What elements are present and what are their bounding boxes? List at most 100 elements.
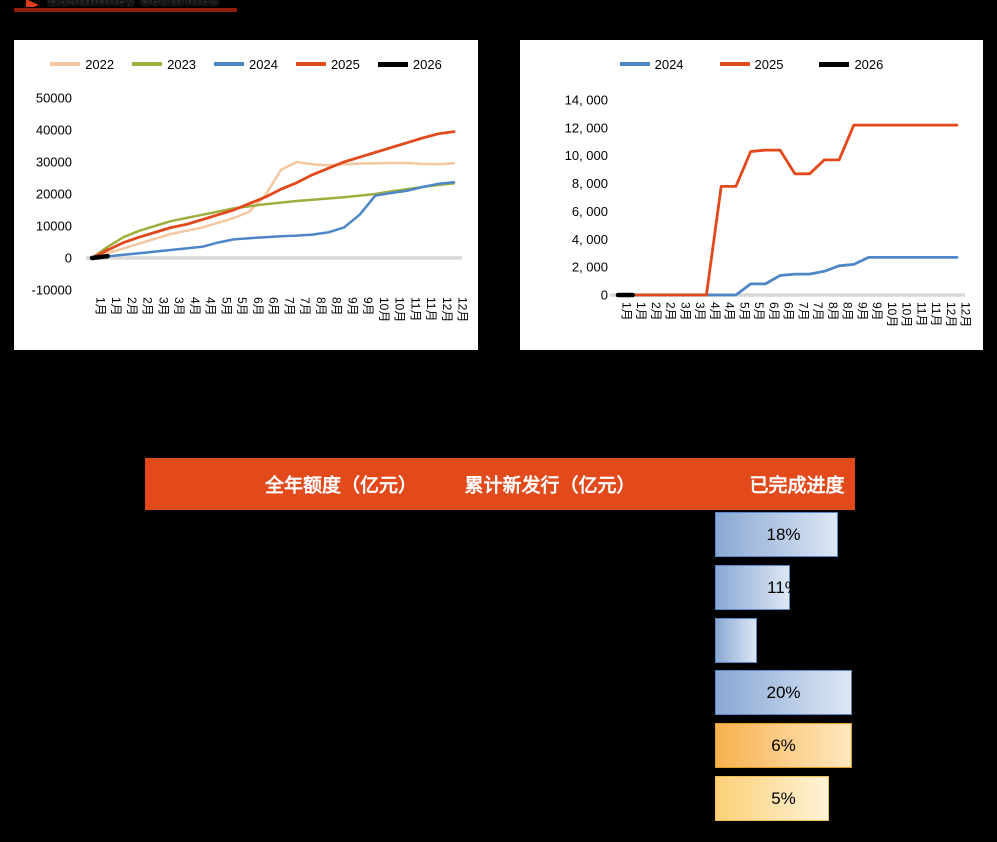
progress-label: 5% [771, 788, 796, 808]
chart-panel-step-issuance: 14, 000 12, 000 10, 000 8, 000 6, 000 4, 000 2… [520, 40, 983, 350]
series-line-2022 [90, 160, 456, 260]
x-tick-label: 2月 [125, 297, 139, 316]
legend-label-2025: 2025 [754, 56, 784, 72]
table-header: 全年额度（亿元） 累计新发行（亿元） 已完成进度 [145, 458, 855, 510]
brand-logo-row: Eastmoney Securities [26, 0, 218, 7]
x-tick-label: 4月 [708, 302, 722, 321]
x-tick-label: 7月 [796, 302, 810, 321]
y-tick-label: 40000 [36, 123, 72, 138]
x-tick-label: 1月 [634, 302, 648, 321]
brand-logo-clip: Eastmoney Securities [14, 0, 237, 7]
progress-label: 20% [766, 682, 801, 702]
table-row: 20% [715, 670, 852, 715]
progress-label: 11% [767, 577, 800, 597]
y-tick-label: 20000 [36, 187, 72, 202]
x-tick-label: 5月 [752, 302, 766, 321]
legend-swatch-2026 [819, 61, 850, 67]
progress-bar [715, 618, 757, 663]
table-rows: 18% 11% 20% 6% 5% [715, 512, 852, 842]
x-tick-label: 9月 [345, 297, 359, 316]
y-tick-label: 6, 000 [572, 204, 608, 219]
x-tick-label: 2月 [141, 297, 155, 316]
series-line-2025 [90, 130, 456, 260]
table-row: 11% [715, 565, 852, 610]
x-tick-label: 11月 [424, 297, 438, 321]
x-tick-label: 1月 [109, 297, 123, 316]
y-tick-label: 2, 000 [572, 260, 608, 275]
series-line-2024 [90, 180, 456, 260]
x-tick-label: 1月 [94, 297, 108, 316]
y-tick-label: 4, 000 [572, 232, 608, 247]
x-tick-label: 4月 [188, 297, 202, 316]
table-row: 6% [715, 723, 852, 768]
x-tick-label: 8月 [826, 302, 840, 321]
x-tick-label: 3月 [156, 297, 170, 316]
x-tick-label: 10月 [393, 297, 407, 322]
progress-bar [715, 565, 790, 610]
series-line-2026 [89, 253, 110, 261]
table-header-completed-progress: 已完成进度 [749, 475, 845, 497]
legend-label-2025: 2025 [330, 56, 360, 72]
x-tick-label: 3月 [678, 302, 692, 321]
progress-bar [715, 723, 852, 768]
brand-arrow-icon [26, 0, 39, 7]
progress-label [715, 618, 852, 663]
x-tick-label: 6月 [782, 302, 796, 321]
table-row: 5% [715, 776, 852, 821]
y-tick-label: 8, 000 [572, 176, 608, 191]
x-tick-label: 7月 [298, 297, 312, 316]
brand-logo: Eastmoney Securities [14, 0, 237, 12]
x-tick-label: 12月 [944, 302, 958, 327]
y-tick-label: 0 [65, 251, 72, 266]
legend-label-2026: 2026 [854, 56, 884, 72]
legend-label-2022: 2022 [85, 56, 115, 72]
x-tick-label: 7月 [811, 302, 825, 321]
x-tick-label: 9月 [855, 302, 869, 321]
legend-label-2026: 2026 [412, 56, 442, 72]
y-tick-label: 0 [601, 288, 608, 303]
y-tick-label: 14, 000 [565, 93, 608, 108]
x-tick-label: 7月 [282, 297, 296, 316]
progress-label: 6% [771, 735, 796, 755]
y-tick-label: 10000 [36, 219, 72, 234]
chart-panel-cumulative-issuance: 50000 40000 30000 20000 10000 0 -10000 1月 1月 2月 2月… [14, 40, 478, 350]
x-tick-label: 3月 [693, 302, 707, 321]
table-row [715, 618, 852, 663]
x-tick-label: 12月 [959, 302, 973, 327]
legend-item-2024: 2024 [214, 57, 278, 72]
legend-label-2023: 2023 [167, 56, 197, 72]
series-line-2024 [616, 255, 959, 297]
legend-swatch-2026 [377, 61, 408, 67]
legend-swatch-2022 [50, 62, 81, 66]
x-tick-label: 1月 [620, 302, 634, 321]
x-tick-label: 12月 [440, 297, 454, 322]
x-tick-label: 8月 [314, 297, 328, 316]
legend-swatch-2023 [132, 62, 163, 66]
x-tick-label: 10月 [377, 297, 391, 322]
y-tick-label: 12, 000 [565, 120, 608, 135]
x-tick-label: 2月 [649, 302, 663, 321]
progress-bar [715, 670, 852, 715]
progress-bar [715, 512, 838, 557]
legend-label-2024: 2024 [249, 56, 278, 72]
x-tick-label: 8月 [330, 297, 344, 316]
x-tick-label: 10月 [900, 302, 914, 327]
legend-swatch-2025 [295, 62, 326, 66]
legend-item-2025: 2025 [719, 56, 784, 72]
x-tick-label: 11月 [914, 302, 928, 326]
series-line-2023 [90, 182, 456, 260]
legend-item-2024: 2024 [619, 57, 684, 72]
x-tick-label: 6月 [251, 297, 265, 316]
x-tick-label: 5月 [219, 297, 233, 316]
x-tick-label: 11月 [408, 297, 422, 321]
progress-bar [715, 776, 829, 821]
brand-name: Eastmoney Securities [48, 0, 218, 7]
x-tick-label: 10月 [885, 302, 899, 327]
x-tick-label: 9月 [361, 297, 375, 316]
x-tick-label: 9月 [870, 302, 884, 321]
x-tick-label: 6月 [267, 297, 281, 316]
legend-swatch-2025 [719, 62, 750, 66]
y-tick-label: 10, 000 [565, 148, 608, 163]
x-tick-label: 4月 [723, 302, 737, 321]
